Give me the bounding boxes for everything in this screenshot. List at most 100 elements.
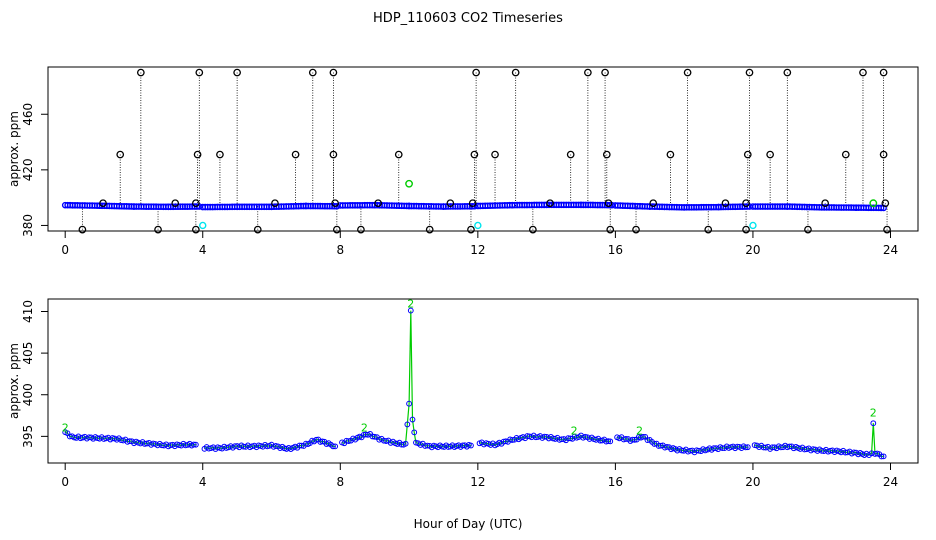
spike-point: [116, 150, 125, 159]
y-tick-label: 380: [21, 214, 35, 237]
x-tick-label: 16: [608, 475, 623, 489]
flag-cyan-point: [199, 221, 207, 230]
spike-point: [606, 225, 615, 234]
series-point: [629, 436, 636, 443]
bottom-y-axis-title: approx. ppm: [7, 343, 21, 419]
series-point: [402, 440, 409, 447]
spike-point: [491, 150, 499, 159]
spike-point: [529, 225, 537, 234]
spike-point: [136, 68, 145, 77]
plot-frame: [47, 66, 919, 232]
series-point: [192, 441, 199, 448]
top-y-axis-title: approx. ppm: [7, 111, 21, 187]
spike-point: [511, 68, 520, 77]
x-tick-label: 0: [61, 243, 69, 257]
series-point: [880, 453, 887, 460]
series-point: [406, 400, 412, 407]
spike-point: [233, 68, 241, 77]
flag-green-point: [405, 179, 413, 188]
spike-point: [425, 225, 434, 234]
flag-label: 2: [571, 425, 578, 438]
baseline-point: [877, 204, 885, 212]
series-point: [623, 436, 629, 442]
spike-point: [601, 68, 609, 77]
spike-point: [446, 199, 455, 208]
spike-point: [329, 150, 338, 159]
spike-point: [821, 199, 830, 208]
x-tick-label: 4: [199, 475, 207, 489]
series-point: [597, 437, 604, 444]
spike-point: [704, 225, 713, 234]
y-tick-label: 395: [21, 425, 35, 448]
flag-cyan-point: [749, 221, 757, 230]
spike-point: [546, 199, 554, 208]
series-point: [640, 433, 646, 440]
series-point: [607, 438, 614, 445]
series-point: [330, 443, 336, 450]
chart-title: HDP_110603 CO2 Timeseries: [373, 11, 563, 26]
spike-point: [394, 150, 403, 159]
spike-point: [883, 225, 891, 234]
spike-point: [566, 150, 575, 159]
y-tick-label: 420: [21, 158, 35, 181]
spike-point: [742, 225, 750, 234]
spike-point: [271, 199, 279, 208]
series-point: [468, 442, 474, 449]
spike-point: [216, 150, 224, 159]
series-point: [407, 307, 414, 314]
x-tick-label: 24: [883, 475, 898, 489]
x-tick-label: 4: [199, 243, 207, 257]
series-point: [870, 420, 877, 427]
plot-frame: [47, 298, 919, 464]
bottom-panel: 0 4 8 12 16 20 24 395 400 405 410 approx. ppm 2 2 2 2 2 2: [7, 297, 919, 489]
spike-point: [154, 225, 162, 234]
spike-point: [329, 68, 338, 77]
series-point: [411, 429, 418, 436]
spike-point: [742, 199, 750, 208]
spike-point: [333, 225, 341, 234]
spike-point: [253, 225, 262, 234]
y-tick-label: 405: [21, 342, 35, 365]
spike-point: [743, 150, 752, 159]
spike-point: [783, 68, 792, 77]
spike-point: [193, 150, 202, 159]
spike-point: [171, 199, 180, 208]
spike-point: [879, 68, 888, 77]
series-point: [404, 421, 411, 428]
flag-label: 2: [407, 297, 414, 310]
x-tick-label: 8: [336, 243, 344, 257]
spike-point: [602, 150, 611, 159]
spike-point: [192, 199, 200, 208]
spike-point: [78, 225, 87, 234]
spike-point: [745, 68, 754, 77]
spike-point: [192, 225, 200, 234]
flag-label: 2: [636, 425, 643, 438]
flag-cyan-point: [474, 221, 482, 230]
spike-point: [470, 150, 479, 159]
spike-point: [374, 199, 382, 208]
spike-point: [879, 150, 888, 159]
series-point: [345, 438, 352, 445]
spike-point: [291, 150, 300, 159]
flag-label: 2: [62, 421, 69, 434]
x-axis-title: Hour of Day (UTC): [414, 517, 523, 531]
series-point: [868, 450, 875, 457]
spike-point: [467, 225, 475, 234]
y-tick-label: 410: [21, 300, 35, 323]
spike-point: [881, 199, 890, 208]
y-tick-label: 400: [21, 383, 35, 406]
x-tick-label: 12: [470, 475, 485, 489]
spike-point: [804, 225, 812, 234]
series-point: [332, 443, 339, 450]
spike-point: [99, 199, 107, 208]
series-point: [742, 444, 749, 451]
x-tick-label: 20: [745, 243, 760, 257]
spike-point: [468, 199, 477, 208]
flag-label: 2: [361, 421, 368, 434]
x-tick-label: 12: [470, 243, 485, 257]
spike-point: [649, 199, 658, 208]
x-tick-label: 8: [336, 475, 344, 489]
spike-point: [666, 150, 675, 159]
x-tick-label: 20: [745, 475, 760, 489]
